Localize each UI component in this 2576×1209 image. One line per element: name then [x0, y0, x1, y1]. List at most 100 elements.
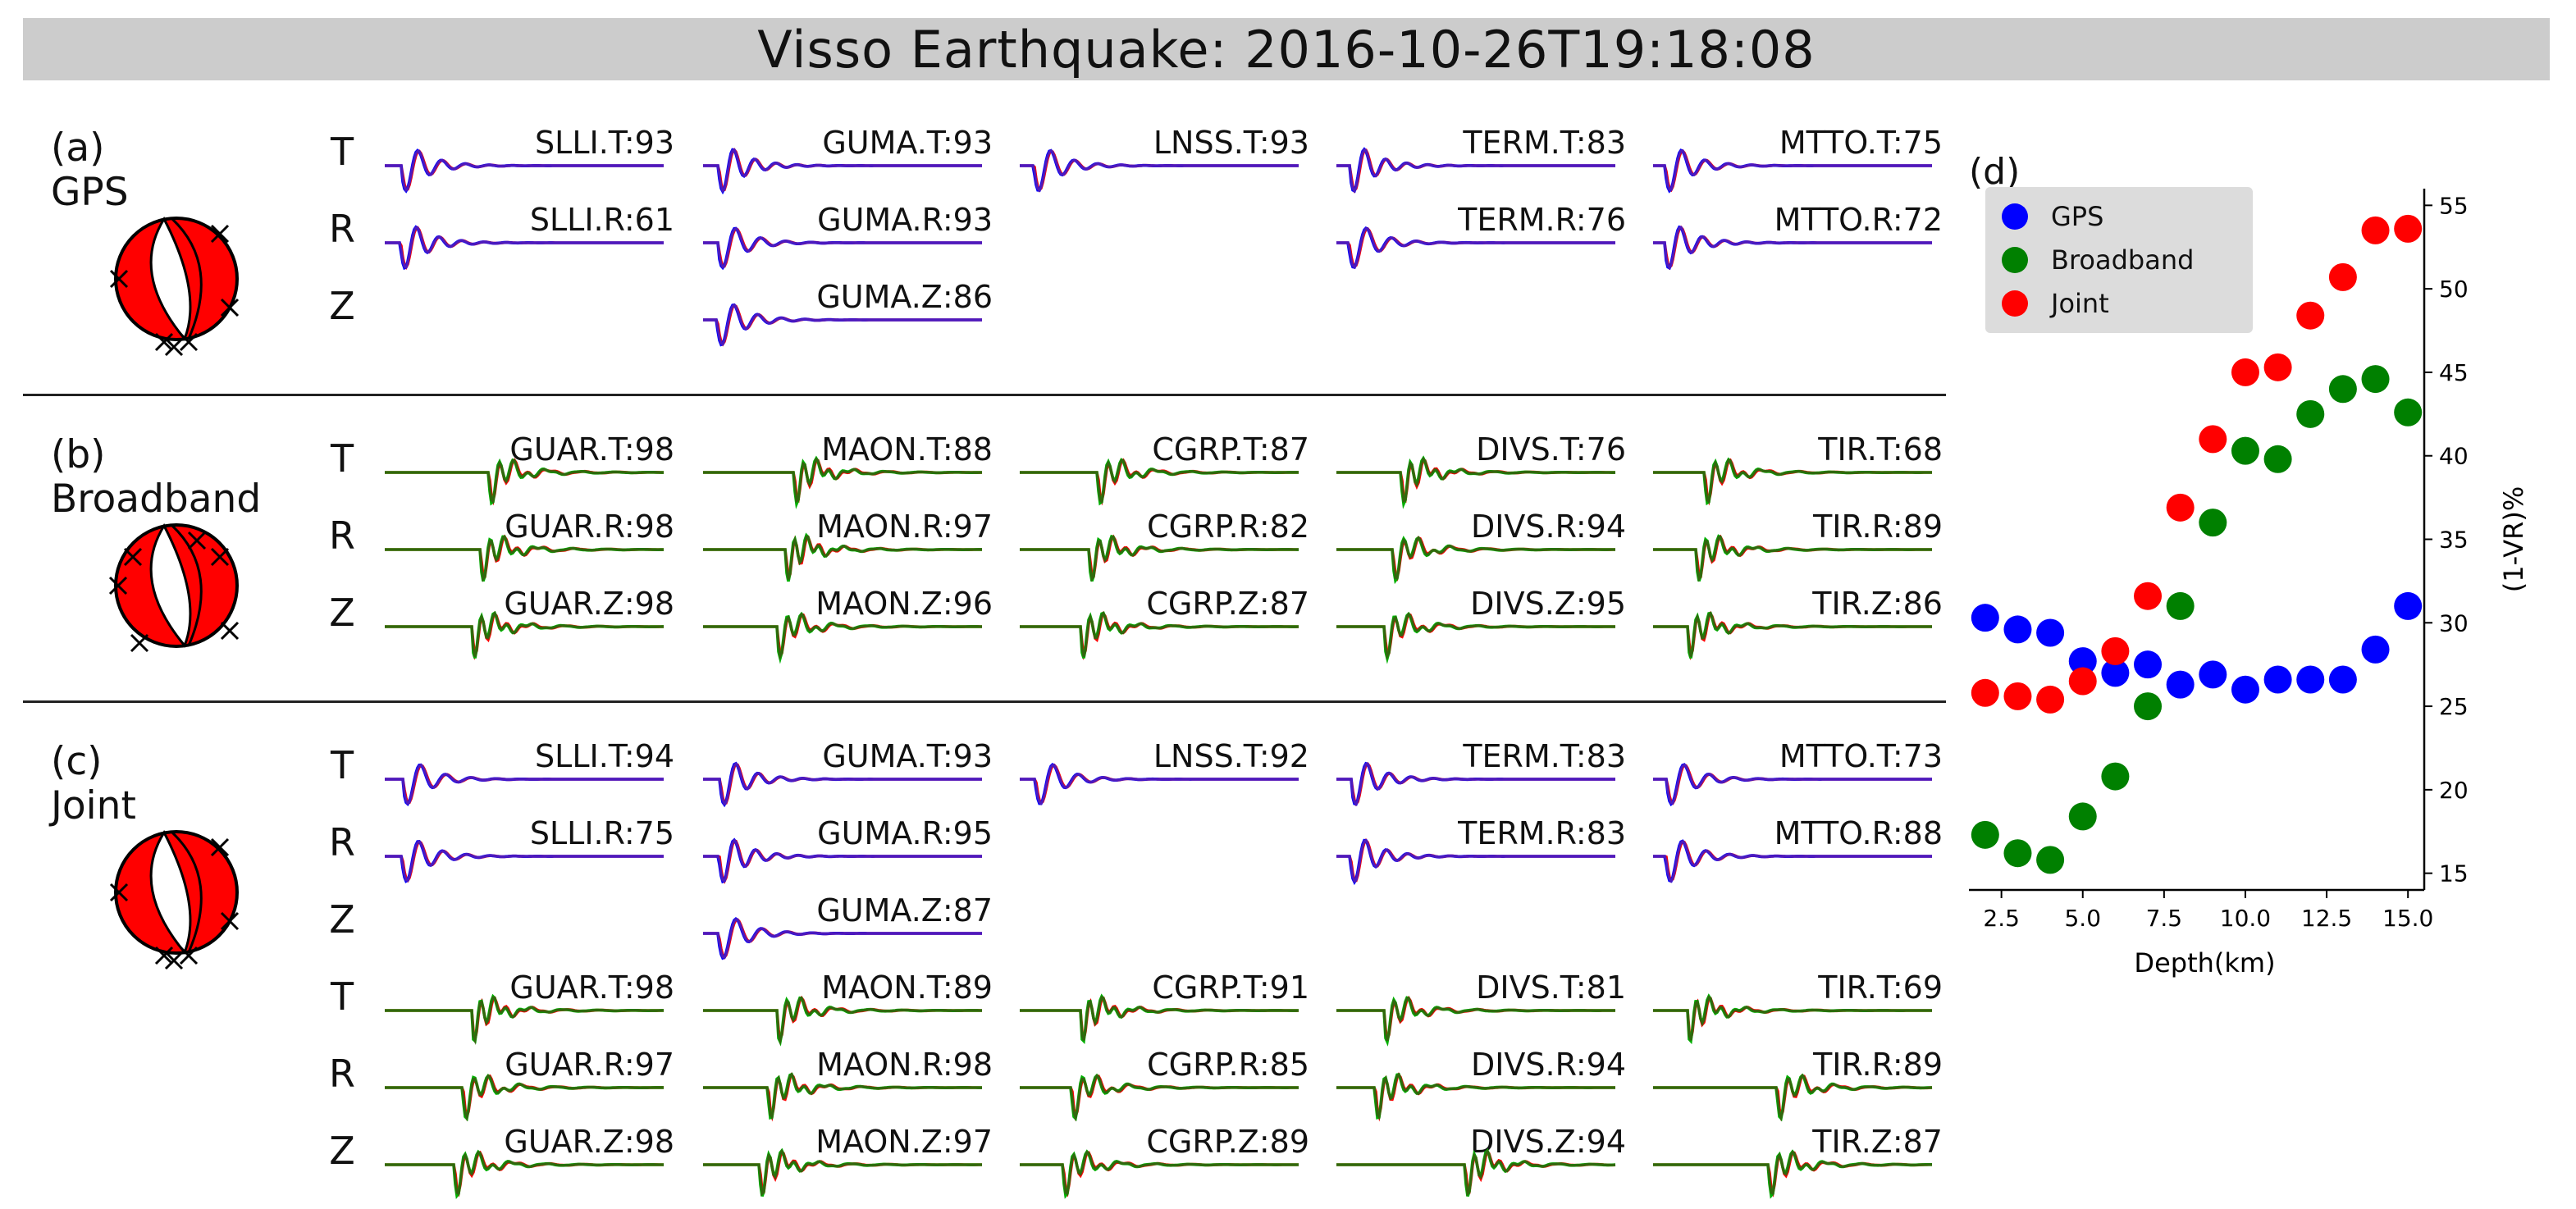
overlap-trace: [1336, 996, 1615, 1041]
observed-trace: [1020, 611, 1299, 660]
y-tick-label: 40: [2439, 443, 2469, 470]
data-point-broadband: [2199, 509, 2227, 537]
station-fit-label: MAON.R:97: [816, 509, 993, 545]
waveform-bb: [1336, 995, 1615, 1047]
waveform-bb: [385, 534, 664, 582]
station-fit-label: MAON.R:98: [816, 1047, 993, 1083]
data-point-gps: [2003, 615, 2032, 644]
station-fit-label: DIVS.R:94: [1470, 1047, 1626, 1083]
station-fit-label: TERM.R:76: [1458, 202, 1626, 238]
panel-tag-joint: (c): [51, 739, 103, 784]
overlap-trace: [1020, 764, 1299, 805]
synthetic-trace: [703, 455, 982, 509]
observed-trace: [1020, 1074, 1299, 1121]
observed-trace: [703, 1072, 982, 1122]
waveform-bb: [1336, 1072, 1615, 1122]
overlap-trace: [385, 1074, 664, 1122]
waveform-bb: [1336, 1148, 1616, 1197]
station-fit-label: MTTO.T:75: [1779, 125, 1943, 161]
waveform-gps: [703, 148, 982, 195]
synthetic-trace: [385, 1149, 665, 1199]
overlap-trace: [1653, 149, 1932, 191]
station-fit-label: CGRP.R:85: [1147, 1047, 1309, 1083]
observed-trace: [703, 995, 982, 1044]
synthetic-trace: [703, 1072, 982, 1120]
data-point-gps: [2361, 635, 2390, 664]
data-point-broadband: [2003, 839, 2032, 868]
observed-trace: [703, 613, 982, 657]
waveform-bb: [703, 455, 983, 509]
legend-item-gps: GPS: [2002, 197, 2103, 236]
observed-trace: [703, 1149, 982, 1194]
overlap-trace: [703, 996, 982, 1046]
observed-trace: [385, 611, 665, 660]
waveform-bb: [1020, 534, 1299, 582]
y-tick-label: 50: [2439, 276, 2469, 303]
synthetic-trace: [1020, 1149, 1299, 1199]
synthetic-trace: [385, 458, 664, 506]
waveform-bb: [1020, 1149, 1299, 1199]
observed-trace: [1336, 536, 1615, 582]
station-fit-label: TIR.T:68: [1818, 431, 1943, 468]
legend-marker-broadband: [2002, 247, 2028, 273]
data-point-joint: [2361, 216, 2390, 244]
observed-trace: [1336, 995, 1615, 1044]
waveform-gps: [1020, 762, 1299, 805]
component-label: T: [330, 974, 354, 1019]
observed-trace: [703, 762, 982, 805]
station-fit-label: GUAR.R:98: [505, 509, 674, 545]
synthetic-trace: [1653, 148, 1932, 194]
data-point-joint: [2101, 636, 2130, 665]
station-fit-label: SLLI.T:93: [535, 125, 674, 161]
component-label: T: [330, 436, 354, 481]
overlap-trace: [703, 1072, 982, 1120]
component-label: Z: [329, 591, 355, 635]
waveform-bb: [703, 1072, 982, 1122]
station-fit-label: GUMA.R:95: [817, 815, 993, 851]
station-cross-marker: [164, 951, 184, 970]
observed-trace: [1336, 458, 1615, 504]
data-point-gps: [2231, 675, 2259, 704]
waveform-gps: [385, 148, 664, 194]
station-cross-marker: [109, 883, 129, 902]
station-cross-marker: [210, 837, 230, 857]
observed-trace: [1653, 763, 1932, 805]
waveform-gps: [385, 839, 664, 883]
observed-trace: [1336, 761, 1615, 807]
overlap-trace: [1336, 456, 1615, 504]
overlap-trace: [385, 1151, 665, 1196]
station-fit-label: TIR.Z:87: [1812, 1124, 1943, 1160]
waveform-bb: [1653, 1073, 1933, 1122]
overlap-trace: [1653, 1150, 1932, 1196]
overlap-trace: [1653, 535, 1932, 582]
synthetic-trace: [1653, 839, 1932, 883]
station-cross-marker: [130, 633, 149, 653]
waveform-gps: [703, 303, 982, 347]
station-fit-label: TIR.Z:86: [1812, 586, 1943, 622]
observed-trace: [1020, 534, 1299, 578]
legend-item-broadband: Broadband: [2002, 240, 2194, 280]
waveform-bb: [703, 611, 982, 664]
synthetic-trace: [385, 535, 664, 582]
scatter-legend: GPS Broadband Joint: [1985, 187, 2253, 333]
waveform-gps: [385, 763, 664, 807]
waveform-gps: [1336, 761, 1615, 807]
station-cross-marker: [220, 621, 240, 641]
synthetic-trace: [1336, 838, 1615, 886]
waveform-bb: [1336, 611, 1615, 664]
data-point-broadband: [2166, 591, 2195, 620]
station-fit-label: MTTO.R:88: [1774, 815, 1943, 851]
waveform-bb: [1020, 611, 1299, 660]
synthetic-trace: [1653, 457, 1932, 506]
observed-trace: [1653, 458, 1932, 506]
y-tick-label: 35: [2439, 527, 2469, 554]
station-fit-label: GUAR.T:98: [509, 431, 674, 468]
synthetic-trace: [385, 225, 664, 271]
overlap-trace: [1020, 1074, 1299, 1122]
station-fit-label: DIVS.T:81: [1476, 969, 1626, 1006]
waveform-gps: [703, 837, 982, 884]
synthetic-trace: [1336, 455, 1615, 509]
overlap-trace: [1653, 459, 1932, 504]
observed-trace: [1653, 1074, 1933, 1121]
data-point-joint: [2134, 582, 2163, 610]
